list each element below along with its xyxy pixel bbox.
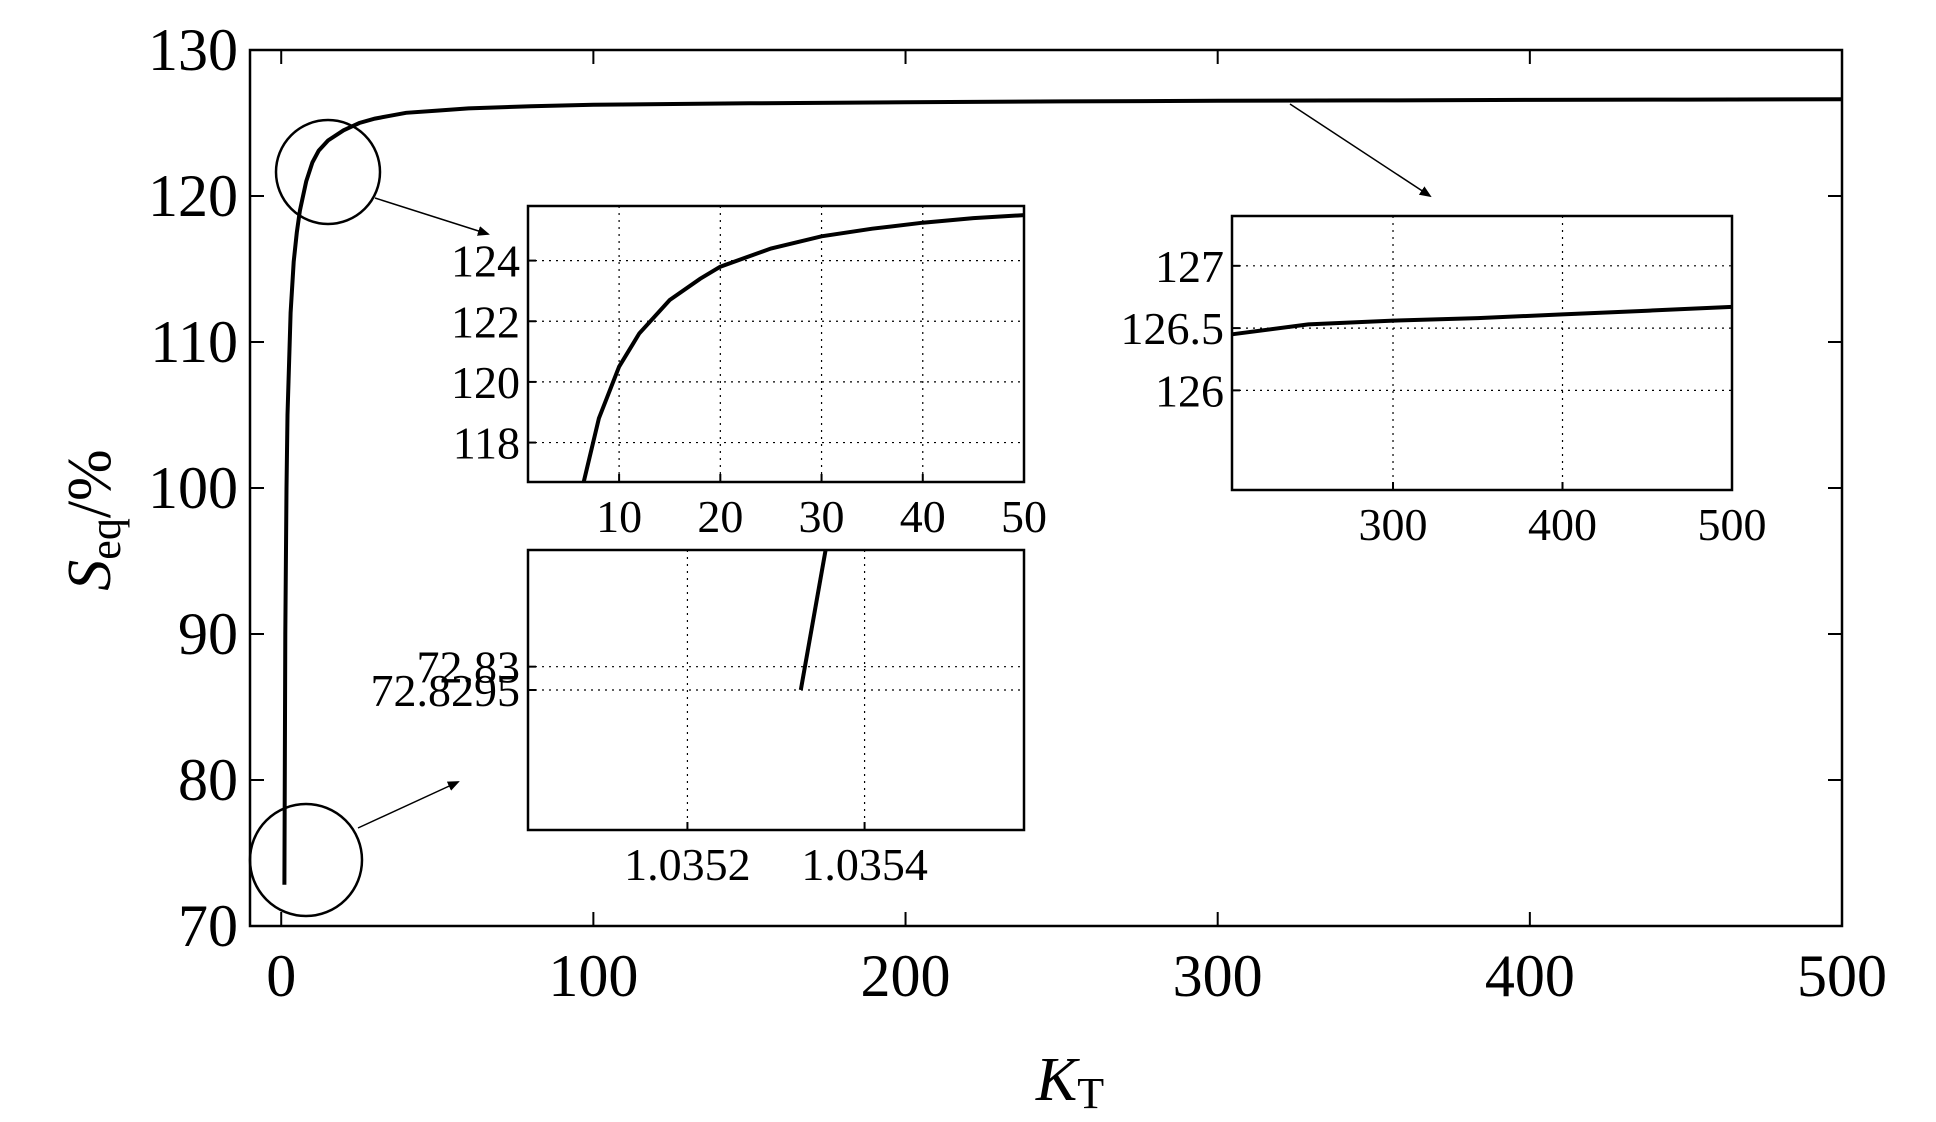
zoom-circle-upper (274, 118, 382, 226)
main-y-tick-label: 80 (178, 747, 238, 813)
inset-2-y-tick-label: 126 (1155, 365, 1224, 416)
arrow-to-right-inset (1289, 103, 1432, 198)
inset-upper-left: 10 20 30 40 50 118 120 122 124 (451, 204, 1047, 542)
inset-3-x-tick-label: 1.0354 (801, 839, 928, 890)
main-y-axis-label-unit: /% (56, 449, 124, 518)
inset-lower-left-series-line (798, 549, 828, 691)
main-plot: 0 100 200 300 400 500 70 80 90 100 110 120 130 KT S… (56, 17, 1887, 1118)
inset-1-y-tick-label: 118 (453, 418, 520, 469)
inset-right: 300 400 500 126 126.5 127 (1121, 214, 1767, 550)
main-x-axis-label-main: K (1035, 1046, 1081, 1114)
inset-1-y-tick-label: 120 (451, 357, 520, 408)
inset-upper-left-tick-labels: 10 20 30 40 50 118 120 122 124 (451, 236, 1047, 542)
inset-3-y-tick-label: 72.83 (417, 642, 521, 693)
main-y-axis-label-main: S (56, 560, 124, 591)
inset-1-x-tick-label: 10 (596, 491, 642, 542)
main-y-tick-labels: 70 80 90 100 110 120 130 (148, 17, 238, 959)
main-y-tick-label: 90 (178, 601, 238, 667)
inset-1-x-tick-label: 20 (697, 491, 743, 542)
main-y-tick-label: 70 (178, 893, 238, 959)
main-y-tick-label: 120 (148, 163, 238, 229)
main-y-axis-label: Seq/% (56, 449, 130, 590)
inset-2-x-tick-label: 500 (1698, 499, 1767, 550)
inset-2-x-tick-label: 400 (1528, 499, 1597, 550)
inset-right-ticks (1232, 264, 1733, 490)
main-x-tick-label: 500 (1797, 943, 1887, 1009)
zoom-circle-lower (248, 802, 364, 918)
arrow-to-upper-inset (374, 197, 490, 236)
inset-1-y-tick-label: 122 (451, 296, 520, 347)
main-series-line (282, 97, 1843, 885)
inset-upper-left-frame (526, 204, 1026, 484)
main-y-tick-label: 130 (148, 17, 238, 83)
main-ticks (250, 49, 1843, 927)
inset-2-x-tick-label: 300 (1359, 499, 1428, 550)
arrow-to-lower-inset (357, 781, 460, 829)
inset-right-frame (1230, 214, 1734, 492)
main-x-tick-label: 300 (1173, 943, 1263, 1009)
inset-3-x-tick-label: 1.0352 (624, 839, 751, 890)
main-x-tick-labels: 0 100 200 300 400 500 (266, 943, 1887, 1009)
main-x-tick-label: 100 (548, 943, 638, 1009)
inset-1-x-tick-label: 30 (799, 491, 845, 542)
main-x-axis-label-subscript: T (1077, 1069, 1104, 1118)
inset-upper-left-series-line (581, 213, 1025, 483)
inset-upper-left-ticks (528, 259, 1025, 482)
inset-1-x-tick-label: 50 (1001, 491, 1047, 542)
main-y-tick-label: 110 (150, 309, 238, 375)
inset-lower-left-grid (528, 550, 1024, 830)
inset-right-tick-labels: 300 400 500 126 126.5 127 (1121, 241, 1767, 550)
inset-lower-left-ticks (528, 665, 866, 830)
main-y-axis-label-subscript: eq (81, 518, 130, 560)
main-x-axis-label: KT (1035, 1046, 1104, 1118)
inset-1-x-tick-label: 40 (900, 491, 946, 542)
main-x-tick-label: 200 (861, 943, 951, 1009)
inset-2-y-tick-label: 126.5 (1121, 303, 1225, 354)
inset-3-y-tick-label: 72.8295 (371, 665, 521, 716)
inset-upper-left-grid (528, 206, 1025, 482)
main-x-tick-label: 0 (266, 943, 296, 1009)
inset-1-y-tick-label: 124 (451, 236, 520, 287)
inset-right-series-line (1231, 304, 1733, 337)
main-y-tick-label: 100 (148, 455, 238, 521)
inset-2-y-tick-label: 127 (1155, 241, 1224, 292)
main-x-tick-label: 400 (1485, 943, 1575, 1009)
